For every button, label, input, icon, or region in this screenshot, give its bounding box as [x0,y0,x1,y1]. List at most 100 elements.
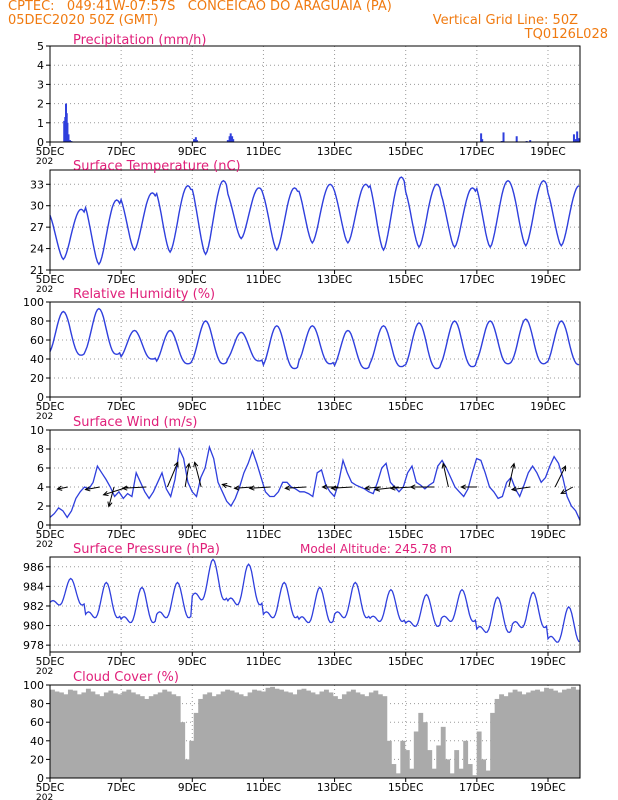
cloud-bar [391,764,397,778]
x-tick-label: 19DEC [530,529,565,541]
cloud-bar [103,692,109,778]
x-tick-label: 19DEC [530,656,565,668]
cloud-bar [508,692,514,778]
cloud-bar [571,686,576,778]
precip-bar [193,139,196,142]
cloud-bar [261,691,266,778]
cloud-bar [310,692,316,778]
cloud-bar [359,694,365,778]
y-tick-label: 2 [37,98,44,111]
cloud-bar [548,688,554,778]
wind-arrow-head [284,485,291,491]
x-tick-label: 11DEC [246,401,281,413]
y-tick-label: 100 [23,679,44,692]
x-tick-label: 19DEC [530,401,565,413]
y-tick-label: 60 [30,334,44,347]
x-tick-label: 13DEC [317,401,352,413]
precip-bar [63,120,66,142]
cloud-bar [449,773,455,778]
cloud-bar [346,691,352,778]
x-tick-label: 5DEC [36,529,65,541]
wind-arrow-head [221,483,228,489]
cloud-bar [436,745,442,778]
cloud-bar [526,692,531,778]
x-tick-label: 15DEC [388,656,423,668]
wind-arrow [166,462,179,488]
y-tick-label: 0 [37,391,44,404]
cloud-bar [184,759,190,778]
cloud-bar [315,694,320,778]
x-tick-label: 9DEC [178,656,207,668]
cloud-bar [202,694,208,778]
wind-arrow [285,486,307,489]
precip-bar [515,136,518,142]
cloud-bar [99,696,105,778]
y-tick-label: 20 [30,372,44,385]
wind-arrow-head [330,485,337,491]
y-tick-label: 2 [37,500,44,513]
cloud-bar [288,692,293,778]
panel-title: Surface Temperature (nC) [73,159,241,174]
cloud-bar [431,768,437,778]
wind-arrow-head [321,484,328,490]
x-tick-label: 9DEC [178,146,207,158]
x-tick-label: 15DEC [388,274,423,286]
cloud-bar [121,691,127,778]
precip-bar [577,138,580,142]
wind-arrow-head [56,485,63,491]
cloud-bar [180,722,186,778]
panel-5 [46,684,581,782]
precip-bar [66,122,69,142]
x-tick-label: 7DEC [107,146,136,158]
panel-title: Cloud Cover (%) [73,670,179,685]
cloud-bar [566,688,572,778]
wind-arrow [508,463,515,488]
x-year-stub: 202 [36,412,53,422]
cloud-bar [198,698,204,778]
cloud-bar [135,694,141,778]
cloud-bar [292,694,298,778]
x-tick-label: 13DEC [317,529,352,541]
x-tick-label: 11DEC [246,529,281,541]
cloud-bar [216,694,222,778]
wind-arrow-head [185,462,191,469]
x-tick-label: 13DEC [317,146,352,158]
cloud-bar [490,712,496,778]
x-tick-label: 11DEC [246,782,281,794]
precip-bar [228,136,231,142]
wind-arrow-head [510,462,516,469]
x-tick-label: 7DEC [107,656,136,668]
cloud-bar [247,692,253,778]
header-run-id: TQ0126L028 [524,27,608,42]
wind-arrow [331,486,353,489]
wind-arrow-head [364,485,371,491]
cloud-bar [575,689,581,778]
wind-arrow [511,486,531,491]
cloud-bar [63,694,69,778]
wind-arrow-head [441,462,447,469]
wind-arrow [184,463,190,488]
cloud-bar [337,698,343,778]
cloud-bar [539,691,545,778]
cloud-bar [211,696,217,778]
cloud-bar [72,690,78,778]
wind-arrow-head [121,485,128,491]
cloud-bar [94,694,100,778]
wind-arrow [390,486,413,489]
cloud-bar [472,775,478,778]
cloud-bar [463,740,469,778]
precip-bar [194,137,197,142]
x-tick-label: 5DEC [36,782,65,794]
cloud-bar [530,690,536,778]
cloud-bar [355,692,361,778]
precip-bar [68,140,71,142]
panel-frame [49,45,581,143]
x-tick-label: 15DEC [388,782,423,794]
x-tick-label: 11DEC [246,274,281,286]
cloud-bar [562,689,567,778]
wind-arrow [57,486,68,490]
humidity-series [49,307,580,370]
wind-arrow [554,465,566,488]
panel-frame [49,556,581,653]
cloud-bar [503,696,509,778]
